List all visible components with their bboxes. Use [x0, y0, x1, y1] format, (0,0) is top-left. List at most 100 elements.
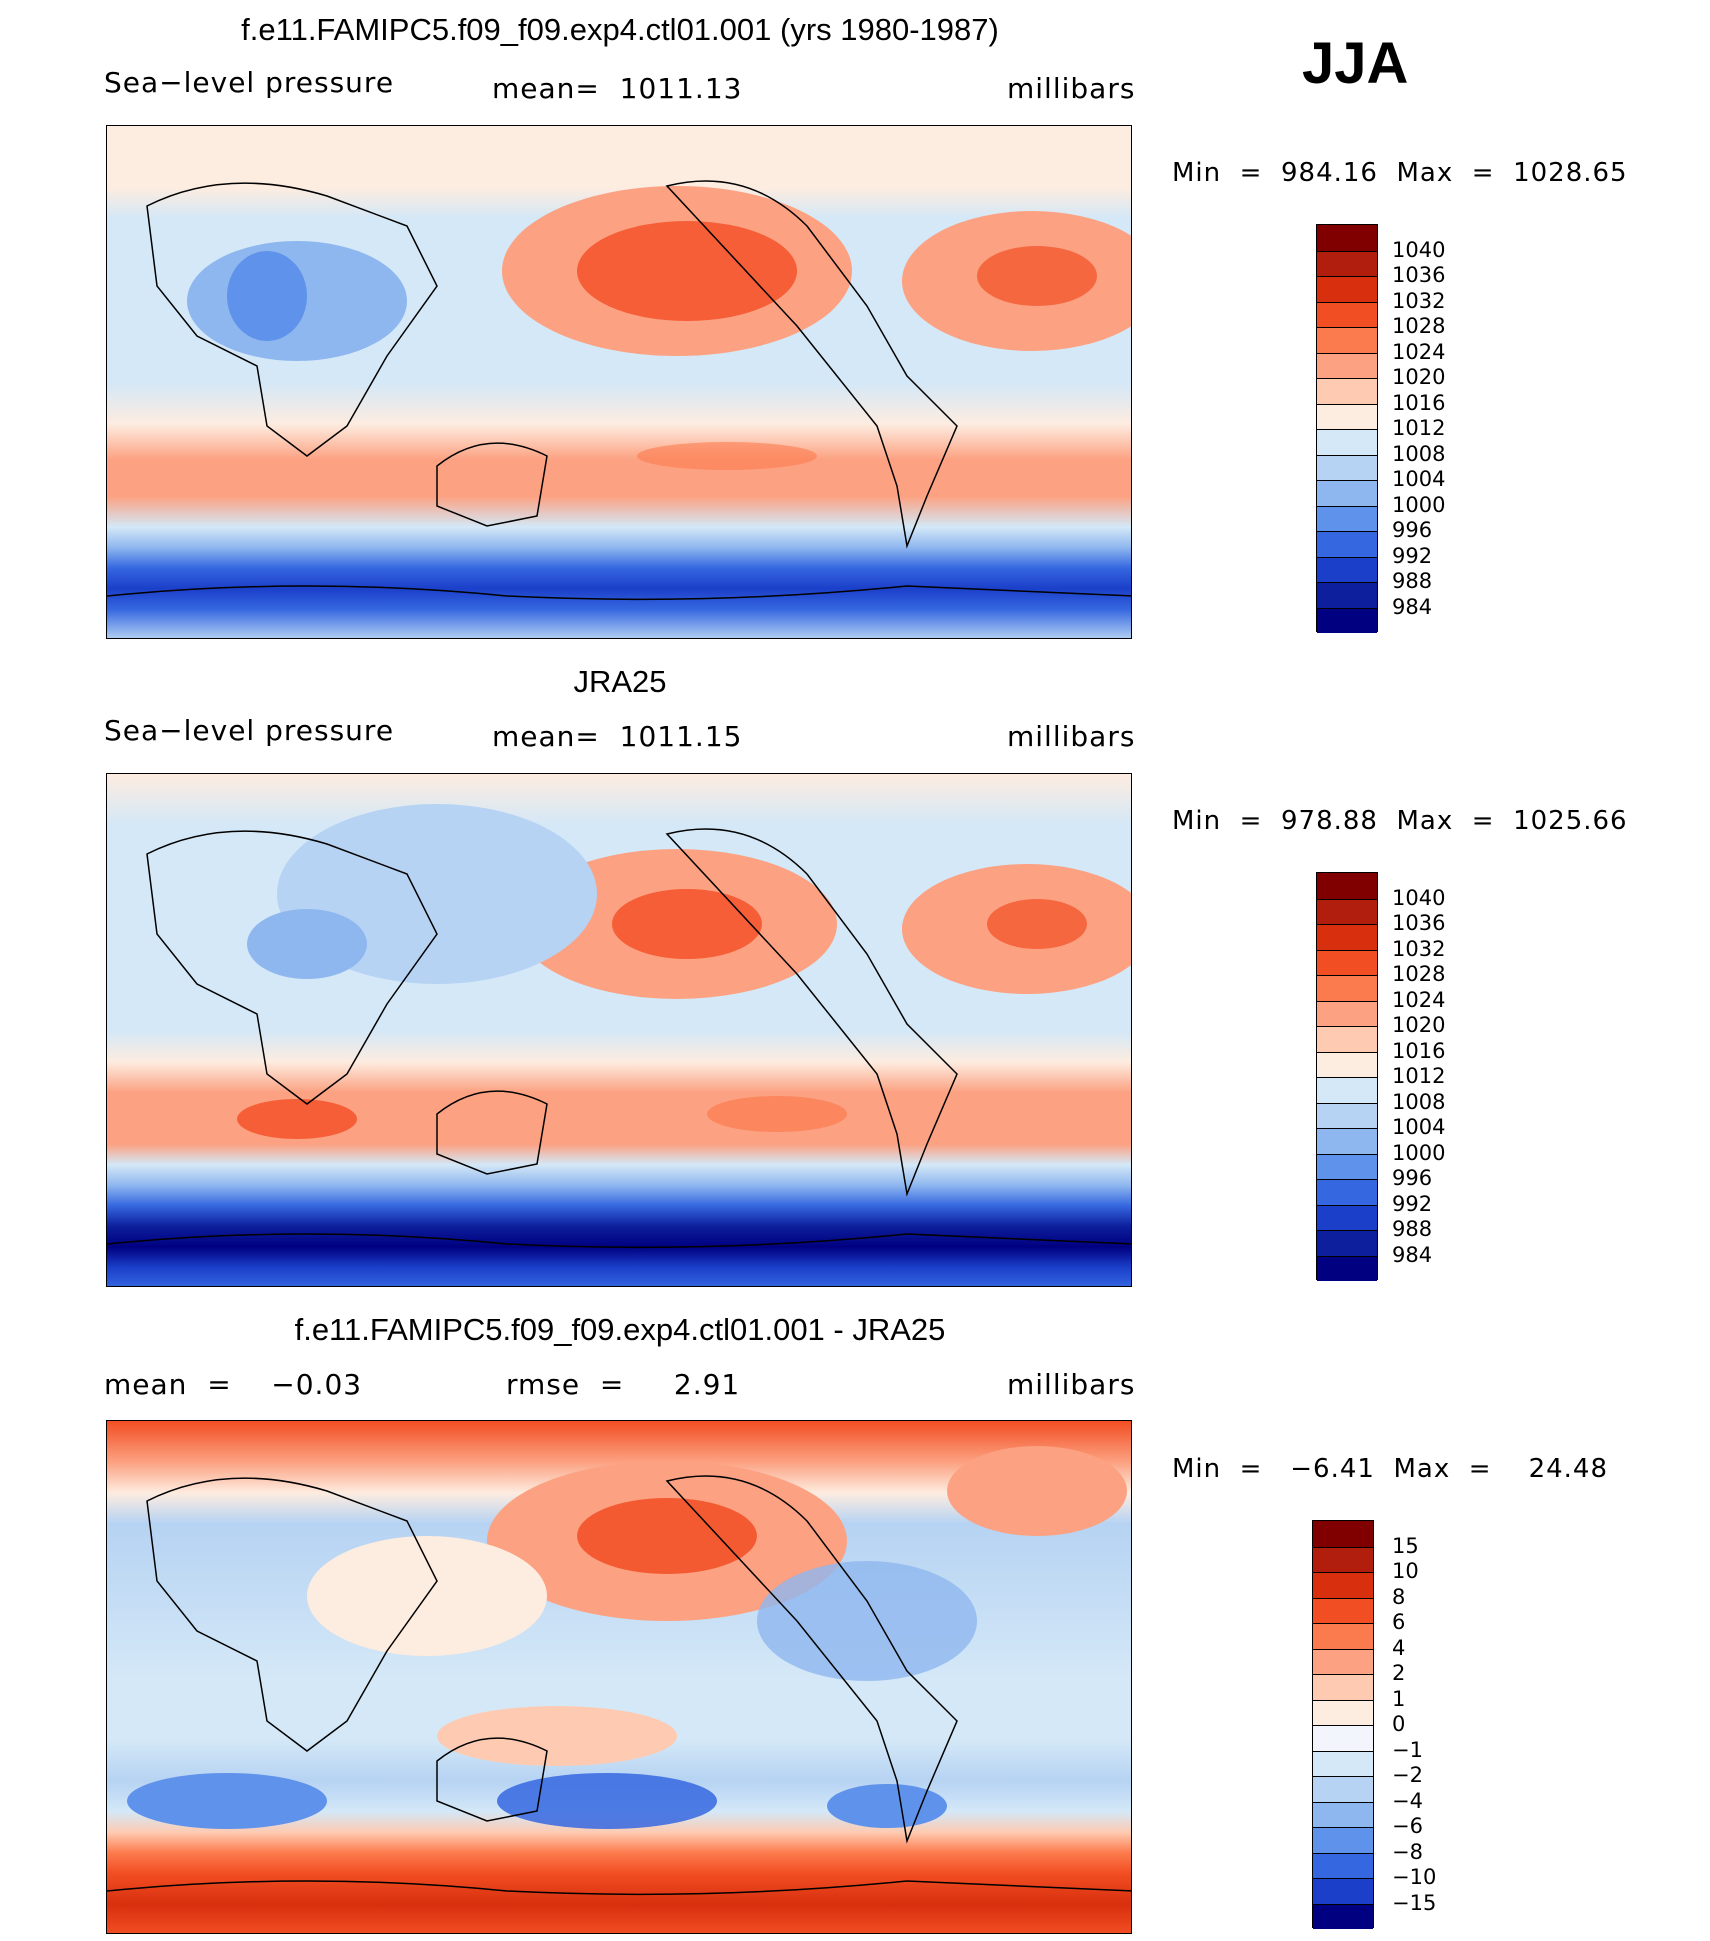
colorbar-segment [1317, 301, 1377, 327]
colorbar-segment [1317, 225, 1377, 251]
colorbar-segment [1313, 1699, 1373, 1725]
panel1-mean: mean= 1011.13 [492, 72, 743, 105]
colorbar-segment [1313, 1597, 1373, 1623]
colorbar-label: 988 [1392, 1217, 1433, 1241]
colorbar-label: 1024 [1392, 339, 1446, 364]
colorbar-segment [1317, 429, 1377, 455]
colorbar-label: 984 [1392, 594, 1433, 619]
colorbar-segment [1313, 1648, 1373, 1674]
colorbar-label: 1032 [1392, 936, 1446, 961]
panel1-title: f.e11.FAMIPC5.f09_f09.exp4.ctl01.001 (yr… [241, 12, 999, 47]
colorbar-label: 1028 [1392, 314, 1446, 338]
colorbar-label: 1040 [1392, 237, 1446, 262]
colorbar-label: −2 [1392, 1763, 1423, 1787]
colorbar-segment [1317, 949, 1377, 975]
colorbar-segment [1317, 403, 1377, 429]
colorbar-label: 1000 [1392, 492, 1446, 517]
colorbar-label: −1 [1392, 1737, 1423, 1762]
colorbar-segment [1317, 873, 1377, 899]
panel3-mean: mean = −0.03 [104, 1368, 363, 1401]
colorbar-segment [1317, 378, 1377, 404]
colorbar-segment [1317, 1000, 1377, 1026]
colorbar-segment [1313, 1878, 1373, 1904]
colorbar-label: 1024 [1392, 987, 1446, 1012]
colorbar-segment [1317, 1204, 1377, 1230]
colorbar-label: −8 [1392, 1839, 1423, 1864]
colorbar-segment [1313, 1521, 1373, 1547]
colorbar-segment [1317, 924, 1377, 950]
colorbar-segment [1317, 607, 1377, 633]
season-label: JJA [1302, 31, 1409, 96]
colorbar-label: 8 [1392, 1584, 1406, 1609]
colorbar-label: 1032 [1392, 288, 1446, 313]
colorbar-segment [1317, 1026, 1377, 1052]
panel3-title: f.e11.FAMIPC5.f09_f09.exp4.ctl01.001 - J… [294, 1312, 946, 1347]
colorbar-label: 1008 [1392, 1089, 1446, 1114]
colorbar-label: 1036 [1392, 263, 1446, 287]
colorbar-label: 984 [1392, 1242, 1433, 1267]
colorbar-label: 1012 [1392, 416, 1446, 440]
panel2-units: millibars [1007, 720, 1136, 753]
panel3-rmse: rmse = 2.91 [506, 1368, 741, 1401]
colorbar-segment [1313, 1903, 1373, 1929]
colorbar-label: 996 [1392, 518, 1433, 542]
colorbar-label: 992 [1392, 543, 1433, 568]
colorbar-segment [1317, 1230, 1377, 1256]
colorbar-segment [1317, 1255, 1377, 1281]
panel1-variable: Sea−level pressure [104, 66, 395, 99]
panel3-colorbar [1312, 1520, 1374, 1929]
colorbar-segment [1317, 1128, 1377, 1154]
panel3-minmax: Min = −6.41 Max = 24.48 [1172, 1454, 1609, 1484]
colorbar-label: −15 [1392, 1890, 1437, 1915]
panel2-colorbar [1316, 872, 1378, 1281]
colorbar-segment [1317, 1179, 1377, 1205]
colorbar-label: 1004 [1392, 467, 1446, 491]
colorbar-segment [1317, 582, 1377, 608]
colorbar-segment [1317, 975, 1377, 1001]
colorbar-label: 0 [1392, 1712, 1406, 1736]
panel2-field [107, 774, 1131, 1286]
colorbar-segment [1317, 1077, 1377, 1103]
colorbar-segment [1317, 1102, 1377, 1128]
colorbar-label: 10 [1392, 1559, 1419, 1583]
colorbar-label: −10 [1392, 1865, 1437, 1889]
panel1-field [107, 126, 1131, 638]
colorbar-segment [1313, 1572, 1373, 1598]
panel2-map [106, 773, 1132, 1287]
colorbar-segment [1317, 480, 1377, 506]
colorbar-segment [1317, 352, 1377, 378]
colorbar-label: 1040 [1392, 885, 1446, 910]
colorbar-label: 992 [1392, 1191, 1433, 1216]
panel1-units: millibars [1007, 72, 1136, 105]
colorbar-label: 1016 [1392, 1038, 1446, 1063]
colorbar-segment [1313, 1776, 1373, 1802]
colorbar-label: 1000 [1392, 1140, 1446, 1165]
colorbar-label: 1016 [1392, 390, 1446, 415]
colorbar-label: 1036 [1392, 911, 1446, 935]
colorbar-label: −4 [1392, 1788, 1423, 1813]
panel1-minmax: Min = 984.16 Max = 1028.65 [1172, 158, 1628, 188]
panel2-minmax: Min = 978.88 Max = 1025.66 [1172, 806, 1628, 836]
colorbar-label: 1020 [1392, 365, 1446, 389]
panel3-map [106, 1420, 1132, 1934]
colorbar-label: 996 [1392, 1166, 1433, 1190]
colorbar-label: −6 [1392, 1814, 1423, 1838]
colorbar-segment [1317, 1153, 1377, 1179]
colorbar-segment [1313, 1852, 1373, 1878]
colorbar-segment [1317, 276, 1377, 302]
colorbar-label: 988 [1392, 569, 1433, 593]
colorbar-label: 15 [1392, 1533, 1419, 1558]
colorbar-segment [1313, 1801, 1373, 1827]
colorbar-segment [1317, 250, 1377, 276]
colorbar-segment [1317, 327, 1377, 353]
colorbar-label: 2 [1392, 1661, 1406, 1685]
colorbar-label: 1020 [1392, 1013, 1446, 1037]
colorbar-segment [1317, 531, 1377, 557]
colorbar-segment [1317, 898, 1377, 924]
panel2-mean: mean= 1011.15 [492, 720, 743, 753]
panel3-units: millibars [1007, 1368, 1136, 1401]
colorbar-segment [1313, 1546, 1373, 1572]
colorbar-segment [1317, 454, 1377, 480]
colorbar-segment [1313, 1674, 1373, 1700]
colorbar-segment [1313, 1750, 1373, 1776]
